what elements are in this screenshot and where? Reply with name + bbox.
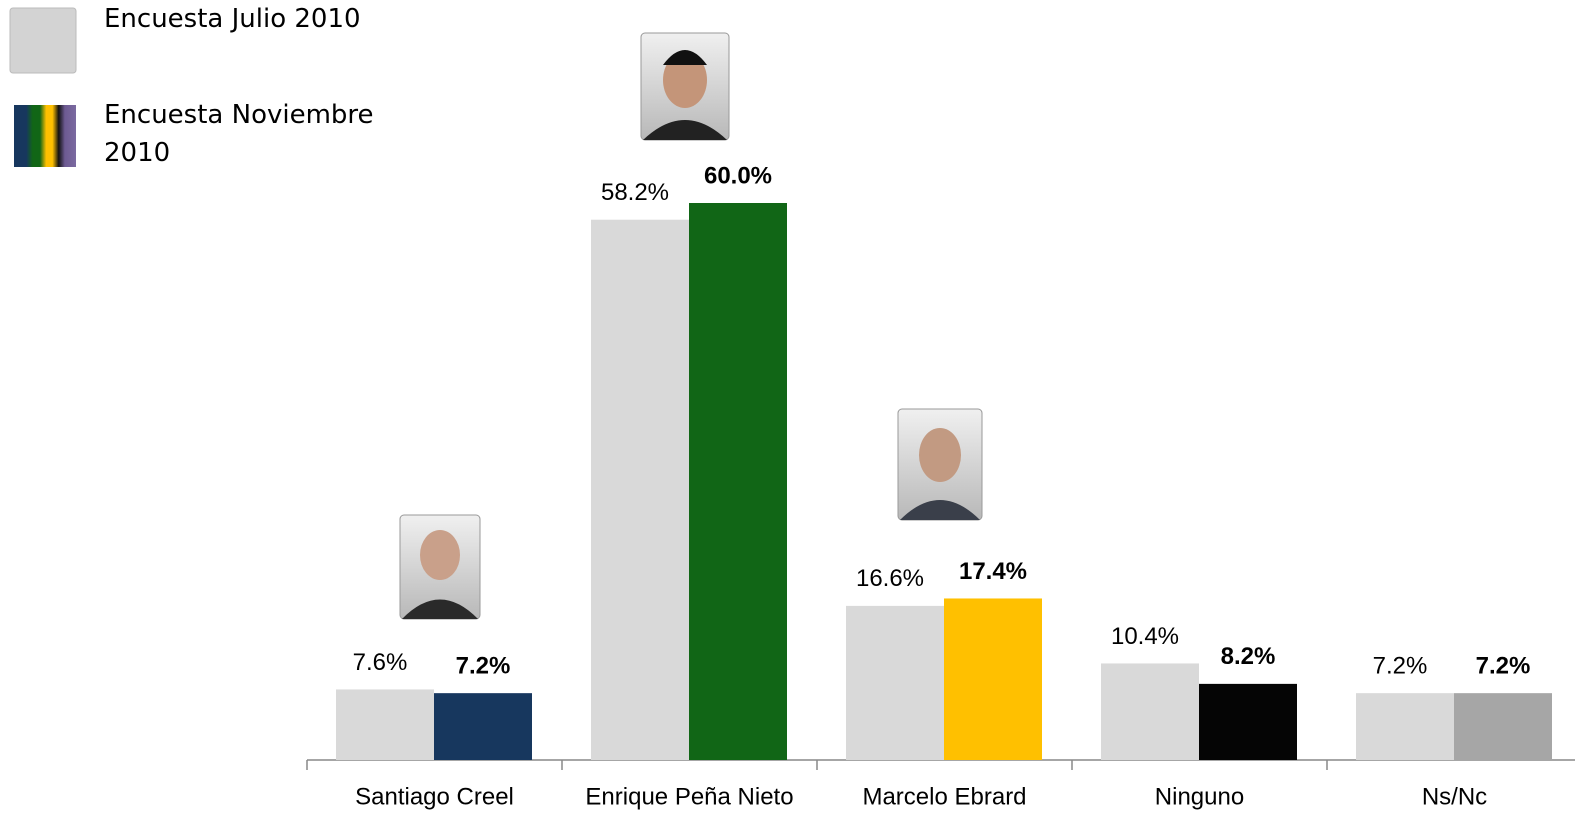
bar	[336, 689, 434, 760]
value-label: 58.2%	[601, 179, 669, 206]
legend-swatch	[9, 7, 77, 74]
bar	[944, 598, 1042, 760]
photo	[399, 514, 481, 620]
legend-label: Encuesta Julio 2010	[104, 4, 361, 34]
legend-label: Encuesta Noviembre 2010	[104, 100, 374, 168]
x-tick-label: Ns/Nc	[1422, 783, 1487, 810]
bar	[1454, 693, 1552, 760]
x-tick-label: Enrique Peña Nieto	[585, 783, 793, 810]
value-label: 7.2%	[1373, 653, 1428, 680]
value-label: 60.0%	[704, 162, 772, 189]
photo	[640, 32, 730, 141]
bar	[1356, 693, 1454, 760]
value-label: 16.6%	[856, 565, 924, 592]
value-label: 17.4%	[959, 558, 1027, 585]
bar	[1101, 663, 1199, 760]
legend-swatch	[14, 105, 76, 167]
bar	[689, 203, 787, 760]
bar	[846, 605, 944, 760]
bar	[591, 219, 689, 760]
bar	[1199, 683, 1297, 760]
x-tick-label: Santiago Creel	[355, 783, 514, 810]
value-label: 8.2%	[1221, 643, 1276, 670]
x-tick-label: Ninguno	[1155, 783, 1244, 810]
x-tick-label: Marcelo Ebrard	[862, 783, 1026, 810]
value-label: 7.6%	[353, 649, 408, 676]
value-label: 7.2%	[1476, 653, 1531, 680]
photo	[897, 408, 983, 521]
bar	[434, 693, 532, 760]
value-label: 10.4%	[1111, 623, 1179, 650]
value-label: 7.2%	[456, 653, 511, 680]
